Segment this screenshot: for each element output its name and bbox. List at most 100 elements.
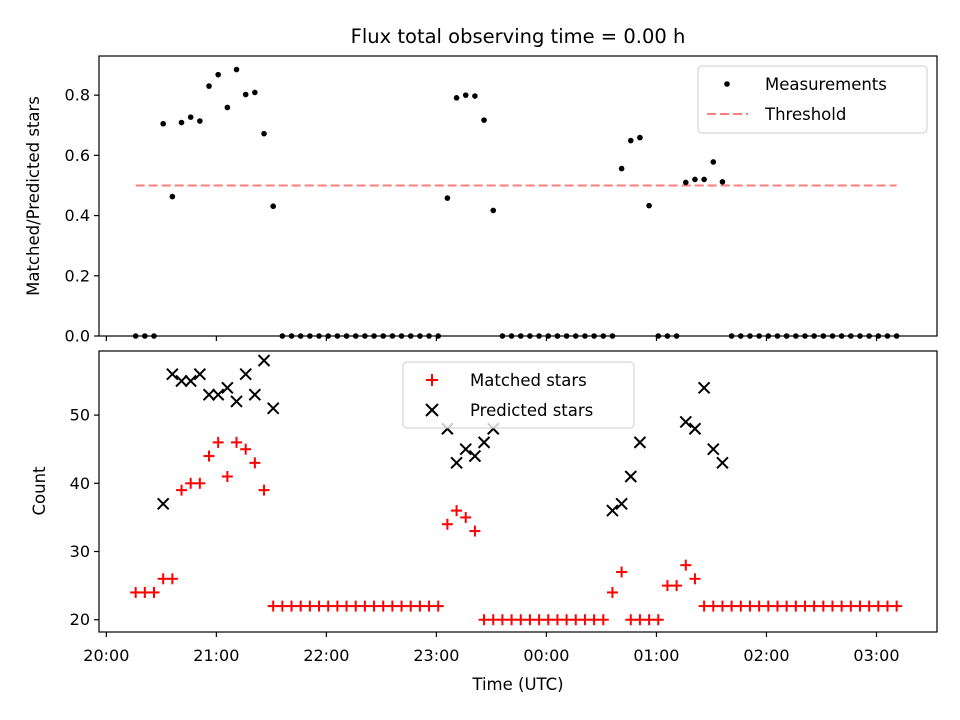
- matched-star-point: [130, 586, 142, 598]
- bottom-marks: [130, 354, 903, 626]
- predicted-star-point: [697, 381, 711, 395]
- matched-star-point: [561, 614, 573, 626]
- matched-star-point: [588, 614, 600, 626]
- matched-star-point: [881, 600, 893, 612]
- figure-title: Flux total observing time = 0.00 h: [351, 25, 686, 48]
- measurement-point: [490, 207, 497, 214]
- top-x-ticks: [105, 336, 878, 341]
- matched-star-point: [790, 600, 802, 612]
- matched-star-point: [726, 600, 738, 612]
- predicted-star-point: [221, 381, 234, 395]
- measurement-point: [453, 95, 460, 101]
- x-tick-label: 22:00: [303, 646, 349, 665]
- measurement-point: [481, 117, 487, 123]
- legend-measurements-label: Measurements: [765, 75, 887, 94]
- measurement-point: [169, 193, 176, 200]
- measurement-point: [252, 89, 258, 96]
- predicted-star-point: [175, 374, 188, 388]
- top-y-ticks: 0.0 0.2 0.4 0.6 0.8: [65, 86, 99, 346]
- matched-star-point: [854, 600, 866, 612]
- matched-star-point: [286, 600, 298, 612]
- matched-star-point: [616, 566, 628, 578]
- measurement-point: [261, 130, 267, 137]
- matched-star-point: [836, 600, 848, 612]
- matched-star-point: [423, 600, 435, 612]
- matched-star-point: [139, 586, 151, 598]
- predicted-star-point: [450, 456, 463, 470]
- x-tick-label: 20:00: [83, 646, 129, 665]
- matched-star-point: [478, 614, 490, 626]
- matched-star-point: [506, 614, 518, 626]
- measurement-point: [627, 137, 634, 144]
- matched-star-point: [405, 600, 417, 612]
- matched-star-point: [157, 573, 169, 585]
- top-y-tick-label: 0.8: [65, 86, 90, 105]
- predicted-star-point: [468, 449, 482, 463]
- predicted-star-point: [716, 456, 729, 470]
- matched-star-point: [212, 436, 224, 448]
- legend-matched-label: Matched stars: [470, 371, 587, 390]
- measurement-point: [710, 159, 717, 165]
- matched-star-point: [680, 559, 692, 571]
- top-panel: 0.00.20.40.60.8 Matched/Predicted stars …: [24, 55, 938, 346]
- bottom-axes-frame: [98, 350, 938, 633]
- matched-star-point: [597, 614, 609, 626]
- predicted-star-point: [633, 436, 647, 449]
- matched-star-point: [524, 614, 536, 626]
- predicted-star-point: [193, 367, 207, 381]
- measurement-point: [187, 114, 194, 120]
- matched-star-point: [469, 525, 481, 537]
- matched-star-point: [386, 600, 398, 612]
- measurement-point: [692, 176, 698, 183]
- bottom-y-ticks: 20 30 40 50: [70, 406, 99, 629]
- bottom-x-ticks: 20:00 21:00 22:00 23:00 00:00 01:00 02:00 03:00: [83, 632, 900, 665]
- matched-star-point: [341, 600, 353, 612]
- matched-star-point: [451, 505, 463, 517]
- x-tick-label: 03:00: [853, 646, 899, 665]
- matched-star-point: [716, 600, 728, 612]
- predicted-star-point: [266, 402, 280, 415]
- matched-star-point: [359, 600, 371, 612]
- matched-star-point: [322, 600, 334, 612]
- measurement-point: [178, 119, 185, 126]
- matched-star-point: [652, 614, 664, 626]
- matched-star-point: [368, 600, 380, 612]
- bottom-y-tick-label: 20: [70, 610, 90, 629]
- predicted-star-point: [615, 497, 628, 510]
- predicted-star-point: [156, 497, 170, 510]
- matched-star-point: [414, 600, 426, 612]
- matched-star-point: [762, 600, 774, 612]
- measurement-point: [472, 93, 478, 99]
- matched-star-point: [460, 511, 472, 523]
- measurement-point: [646, 202, 652, 209]
- matched-star-point: [441, 518, 453, 530]
- measurement-point: [682, 179, 689, 186]
- matched-star-point: [707, 600, 719, 612]
- matched-star-point: [276, 600, 288, 612]
- matched-star-point: [753, 600, 765, 612]
- predicted-star-point: [166, 367, 179, 381]
- measurement-point: [719, 179, 726, 185]
- matched-star-point: [148, 586, 160, 598]
- matched-star-point: [221, 470, 233, 482]
- matched-star-point: [661, 580, 673, 592]
- x-tick-label: 21:00: [193, 646, 239, 665]
- measurement-point: [215, 71, 221, 78]
- matched-star-point: [771, 600, 783, 612]
- matched-star-point: [203, 450, 215, 462]
- matched-star-point: [671, 580, 683, 592]
- measurement-point: [242, 91, 249, 98]
- matched-star-point: [643, 614, 655, 626]
- predicted-star-point: [184, 374, 197, 388]
- matched-star-point: [194, 477, 206, 489]
- matched-star-point: [634, 614, 646, 626]
- matched-star-point: [542, 614, 554, 626]
- legend-threshold-label: Threshold: [764, 105, 846, 124]
- measurement-point: [444, 195, 451, 201]
- matched-star-point: [689, 573, 701, 585]
- bottom-y-tick-label: 50: [70, 406, 90, 425]
- bottom-panel: 20 30 40 50 20:00 21:00 22:00 23:00 00:00 01:00 0…: [30, 350, 938, 694]
- matched-star-point: [817, 600, 829, 612]
- measurement-point: [637, 134, 643, 141]
